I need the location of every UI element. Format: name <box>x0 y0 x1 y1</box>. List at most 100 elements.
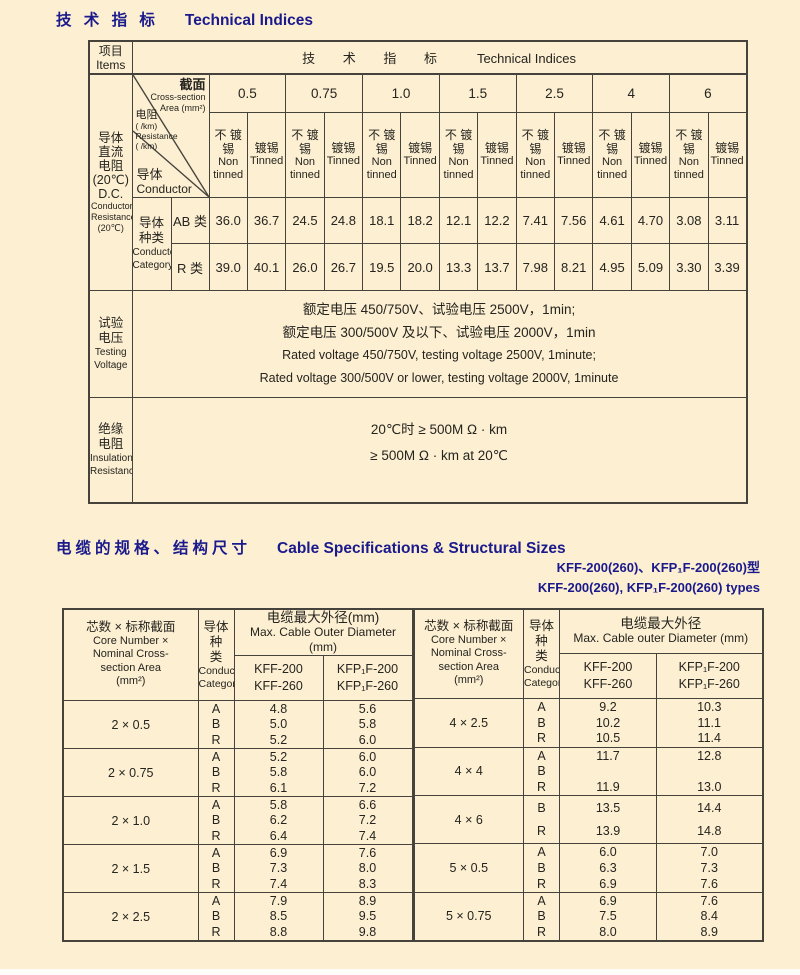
spec-group-row: 5 × 0.75 A B R 6.9 7.5 8.0 7.6 8.4 8.9 <box>413 891 763 942</box>
kfp-260: KFP₁F-260 <box>678 677 740 691</box>
non-tinned-header: 不 镀锡 Non tinned <box>592 111 632 199</box>
category-letter: R <box>211 781 221 796</box>
non-tinned-zh: 锡 <box>529 141 542 156</box>
cable-type-line1: KFF-200(260)、KFP₁F-200(260)型 <box>556 560 760 575</box>
category-letter: R <box>536 876 547 891</box>
insulation-label-zh: 电阻 <box>98 436 124 451</box>
resistance-value-cell: 3.08 <box>669 197 709 244</box>
non-tinned-zh: 不 镀 <box>291 127 319 142</box>
non-tinned-en: tinned <box>673 168 704 181</box>
non-tinned-en: Non <box>525 155 546 168</box>
kff-value: 5.2 <box>269 733 288 748</box>
kff-value: 13.9 <box>595 824 621 839</box>
conductor-class-cell: R 类 <box>170 243 210 291</box>
category-letter: A <box>537 893 546 908</box>
testing-label-en: Voltage <box>94 360 128 371</box>
resistance-value-cell: 13.3 <box>438 243 479 291</box>
items-header-cell: 项目 Items <box>88 40 133 75</box>
tinned-header: 镀锡 Tinned <box>400 111 440 199</box>
resistance-value-cell: 4.70 <box>630 197 671 244</box>
category-letter: B <box>537 715 546 730</box>
tinned-header: 镀锡 Tinned <box>554 111 594 199</box>
cross-section-header: 6 <box>669 73 748 113</box>
category-letter: B <box>537 764 546 779</box>
kff-value: 13.5 <box>595 800 621 815</box>
dia-zh: 电缆最大外径(mm) <box>266 610 380 625</box>
core-header-zh: 芯数 × 标称截面 <box>86 620 176 635</box>
kff-diameter-cell: 4.8 5.0 5.2 <box>233 700 324 749</box>
kff-diameter-cell: 5.8 6.2 6.4 <box>233 796 324 845</box>
kff-value: 6.9 <box>269 845 288 860</box>
spec-table-left: 芯数 × 标称截面 Core Number × Nominal Cross- s… <box>62 608 413 942</box>
kff-value: 6.9 <box>599 876 617 891</box>
testing-line1: 额定电压 450/750V、试验电压 2500V，1min; <box>302 302 576 317</box>
kfp-200: KFP₁F-200 <box>678 660 740 674</box>
kff-value: 6.4 <box>269 829 288 844</box>
diagonal-header-cell: 截面 Cross-section Area (mm²) 电阻 ( /km) Re… <box>131 73 210 198</box>
non-tinned-zh: 锡 <box>682 141 695 156</box>
items-en: Items <box>96 57 126 72</box>
tinned-en: Tinned <box>249 155 284 168</box>
kff-value <box>561 764 656 778</box>
cross-section-header: 1.5 <box>438 73 517 113</box>
cs-zh: 截面 <box>179 77 206 92</box>
category-letter: R <box>536 924 547 939</box>
kfp-diameter-cell: 7.6 8.0 8.3 <box>322 844 413 893</box>
core-header-zh: 芯数 × 标称截面 <box>424 619 514 634</box>
testing-line2: 额定电压 300/500V 及以下、试验电压 2000V，1min <box>282 325 596 340</box>
category-letter: A <box>211 893 221 908</box>
resistance-value-cell: 3.11 <box>707 197 748 244</box>
cat-zh1: 导体种 <box>528 618 554 648</box>
category-letter: A <box>211 749 221 764</box>
cat-zh1: 导体种 <box>203 619 229 649</box>
kff-value: 7.5 <box>599 909 617 924</box>
resistance-value-cell: 26.7 <box>323 243 364 291</box>
kff-value: 4.8 <box>269 701 288 716</box>
resistance-value-cell: 4.61 <box>592 197 632 244</box>
kfp-diameter-cell: 5.6 5.8 6.0 <box>322 700 413 749</box>
resistance-value-cell: 24.5 <box>285 197 325 244</box>
kff-value: 6.1 <box>269 781 288 796</box>
insulation-line2: ≥ 500M Ω · km at 20℃ <box>370 447 508 463</box>
category-letter: R <box>211 877 221 892</box>
dia-en: Max. Cable Outer Diameter (mm) <box>249 625 397 654</box>
kfp-value: 7.2 <box>358 813 377 828</box>
resistance-value-cell: 36.7 <box>246 197 287 244</box>
section2-title: 电缆的规格、结构尺寸 Cable Specifications & Structu… <box>56 536 566 558</box>
non-tinned-header: 不 镀锡 Non tinned <box>515 111 556 199</box>
spec-group-row: 5 × 0.5 A B R 6.0 6.3 6.9 7.0 7.3 7.6 <box>413 843 763 893</box>
tinned-header: 镀锡 Tinned <box>246 111 287 199</box>
size-cell: 5 × 0.5 <box>413 843 524 893</box>
non-tinned-zh: 不 镀 <box>444 127 473 142</box>
items-zh: 项目 <box>98 43 123 58</box>
kfp-value: 5.6 <box>358 701 377 716</box>
kfp-value: 8.3 <box>358 877 377 892</box>
kfp-value: 10.3 <box>697 700 722 715</box>
kff-value: 11.9 <box>596 779 620 794</box>
kff-200: KFF-200 <box>254 662 303 676</box>
category-label-en: Conductor <box>132 247 170 258</box>
core-header-en1: Core Number × <box>92 634 169 647</box>
tinned-en: Tinned <box>557 155 591 168</box>
non-tinned-zh: 锡 <box>222 141 235 156</box>
category-letter: B <box>537 909 546 924</box>
non-tinned-zh: 不 镀 <box>521 127 549 142</box>
dc-label-line-en: Conductor <box>91 201 132 212</box>
testing-line4: Rated voltage 300/500V or lower, testing… <box>259 371 619 385</box>
cross-section-area-label: 截面 Cross-section Area (mm²) <box>150 78 205 113</box>
kff-value: 7.9 <box>269 893 288 908</box>
category-letter: A <box>537 845 546 860</box>
category-letter: R <box>536 731 547 746</box>
kfp-value <box>658 764 762 778</box>
kff-value: 10.2 <box>595 715 621 730</box>
size-cell: 5 × 0.75 <box>413 891 524 942</box>
core-header-en3: section Area <box>438 660 500 673</box>
kfp-260: KFP₁F-260 <box>336 679 399 693</box>
non-tinned-en: tinned <box>597 168 628 181</box>
tinned-zh: 镀锡 <box>561 141 586 156</box>
core-header-en2: Nominal Cross- <box>430 647 507 660</box>
